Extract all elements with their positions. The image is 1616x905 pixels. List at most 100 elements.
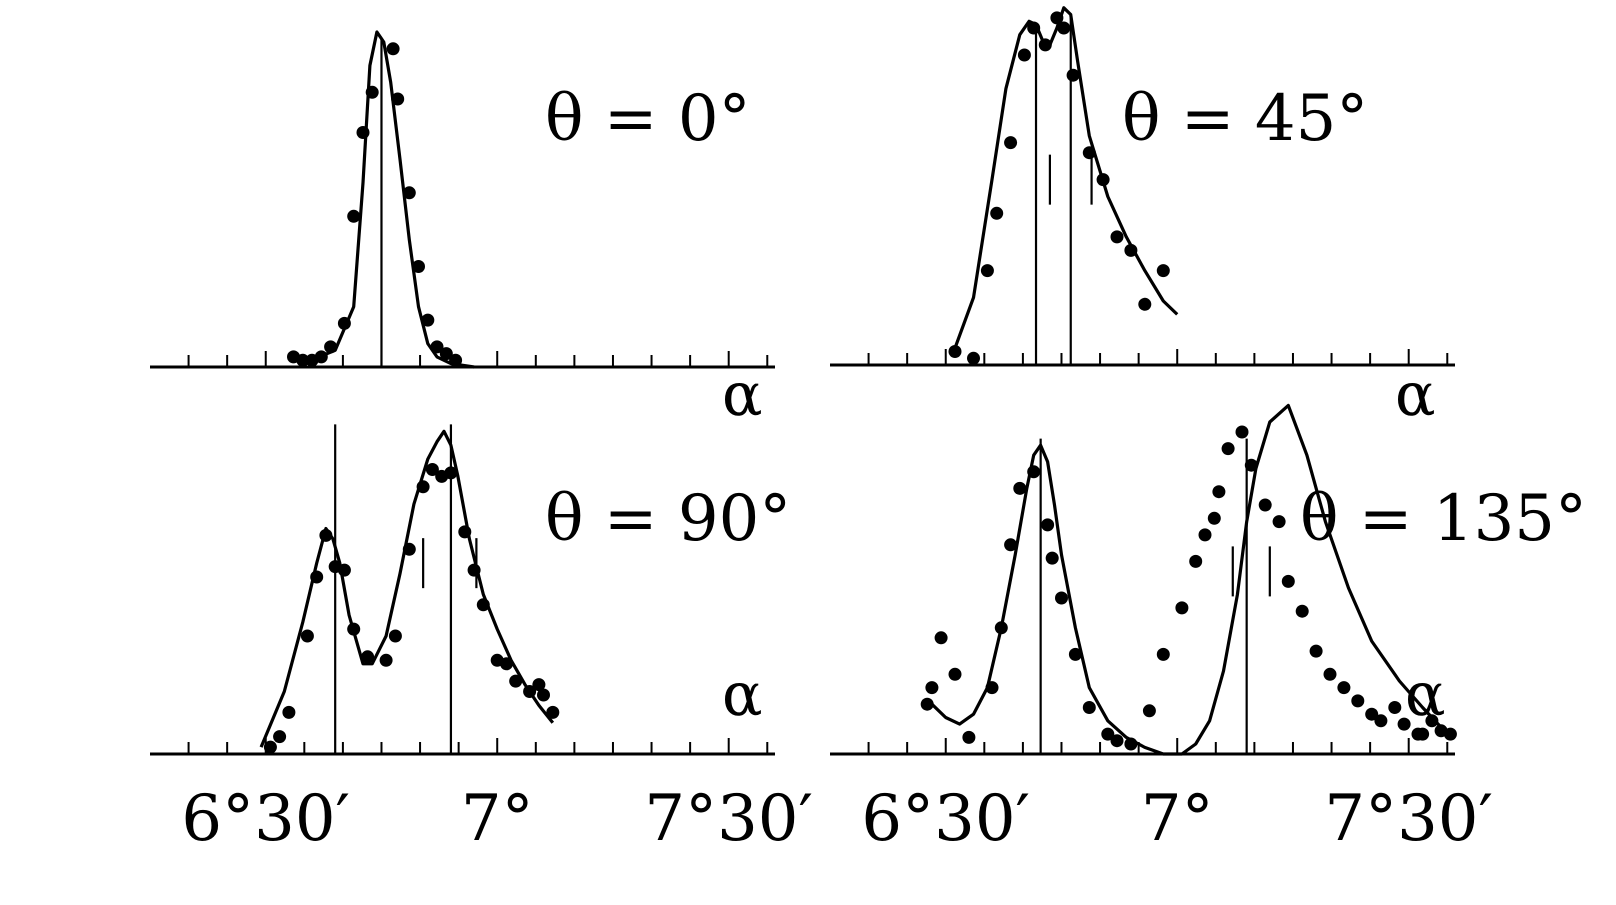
data-point: [361, 650, 375, 664]
data-point: [985, 681, 999, 695]
data-point: [1138, 297, 1152, 311]
data-point: [934, 631, 948, 645]
data-point: [458, 525, 472, 539]
data-point: [1027, 21, 1041, 35]
x-tick-label: 6°30′: [181, 782, 350, 856]
data-point: [391, 92, 405, 106]
data-point: [449, 353, 463, 367]
data-point: [314, 350, 328, 364]
data-point: [319, 528, 333, 542]
data-point: [920, 697, 934, 711]
data-point: [1397, 717, 1411, 731]
data-point: [310, 570, 324, 584]
data-point: [1212, 485, 1226, 499]
data-point: [1443, 727, 1457, 741]
data-point: [500, 657, 513, 671]
data-point: [1057, 21, 1071, 35]
data-point: [1309, 644, 1323, 658]
x-tick-label: 7°: [1141, 782, 1214, 856]
data-point: [1374, 714, 1388, 728]
data-point: [925, 681, 939, 695]
data-point: [347, 209, 361, 223]
data-point: [282, 705, 296, 719]
data-point: [337, 563, 351, 577]
data-point: [296, 353, 310, 367]
data-point: [509, 674, 523, 688]
data-point: [980, 264, 994, 278]
data-point: [990, 206, 1004, 220]
data-point: [430, 340, 444, 354]
x-axis-label: α: [722, 660, 763, 730]
data-point: [1175, 601, 1189, 615]
data-point: [994, 621, 1008, 635]
data-point: [365, 85, 379, 99]
panel-theta-90: θ = 90° α 6°30′ 7° 7°30′: [150, 424, 813, 856]
panel-label: θ = 45°: [1122, 82, 1368, 156]
data-point: [967, 351, 980, 365]
data-point: [1244, 458, 1258, 472]
data-point: [1045, 551, 1059, 565]
data-point: [1416, 727, 1430, 741]
data-point: [1068, 647, 1082, 661]
data-point: [948, 345, 962, 358]
x-tick-label: 7°30′: [1324, 782, 1493, 856]
fit-curve: [259, 429, 555, 748]
data-point: [1198, 528, 1212, 542]
data-point: [444, 466, 458, 480]
fit-curve: [930, 403, 1443, 756]
data-point: [546, 705, 560, 719]
data-point: [402, 542, 416, 556]
data-point: [263, 740, 277, 754]
data-point: [1337, 681, 1351, 695]
data-point: [1425, 714, 1439, 728]
data-point: [1101, 727, 1115, 741]
data-point: [273, 730, 287, 744]
data-point: [416, 480, 430, 494]
panel-label: θ = 90°: [545, 482, 791, 556]
data-point: [402, 186, 416, 200]
data-point: [1096, 173, 1110, 187]
data-point: [532, 678, 546, 692]
x-axis-label: α: [722, 360, 763, 430]
data-point: [1295, 604, 1309, 618]
panel-label: θ = 135°: [1300, 482, 1587, 556]
data-point: [1124, 243, 1138, 257]
data-point: [1110, 734, 1124, 748]
panel-theta-135: θ = 135° α 6°30′ 7° 7°30′: [830, 403, 1587, 856]
data-point: [356, 126, 370, 139]
x-axis-label: α: [1405, 660, 1446, 730]
data-point: [1272, 515, 1286, 529]
data-point: [1038, 38, 1052, 52]
x-axis-label: α: [1395, 360, 1436, 430]
data-point: [1221, 442, 1235, 456]
data-point: [347, 622, 361, 636]
data-point: [300, 629, 314, 643]
data-point: [948, 667, 962, 681]
data-point: [1207, 511, 1221, 525]
panel-theta-45: θ = 45° α: [830, 6, 1455, 430]
data-point: [1055, 591, 1068, 605]
data-point: [1004, 538, 1018, 552]
data-point: [324, 340, 338, 354]
data-point: [1027, 465, 1041, 479]
data-point: [1082, 146, 1096, 160]
data-point: [1258, 498, 1272, 512]
data-point: [1189, 554, 1203, 568]
data-point: [412, 260, 425, 273]
data-point: [1041, 518, 1055, 532]
data-point: [1388, 701, 1402, 714]
panel-label: θ = 0°: [545, 82, 751, 156]
data-point: [1323, 667, 1337, 681]
data-point: [1365, 707, 1379, 721]
data-point: [1017, 48, 1031, 62]
data-point: [962, 730, 976, 744]
x-tick-label: 6°30′: [861, 782, 1030, 856]
data-point: [1004, 136, 1018, 150]
data-point: [476, 598, 490, 612]
x-tick-label: 7°30′: [644, 782, 813, 856]
data-point: [537, 688, 550, 702]
data-point: [1156, 647, 1170, 661]
data-point: [1110, 230, 1124, 244]
data-point: [467, 563, 481, 577]
fit-curve: [953, 6, 1179, 349]
